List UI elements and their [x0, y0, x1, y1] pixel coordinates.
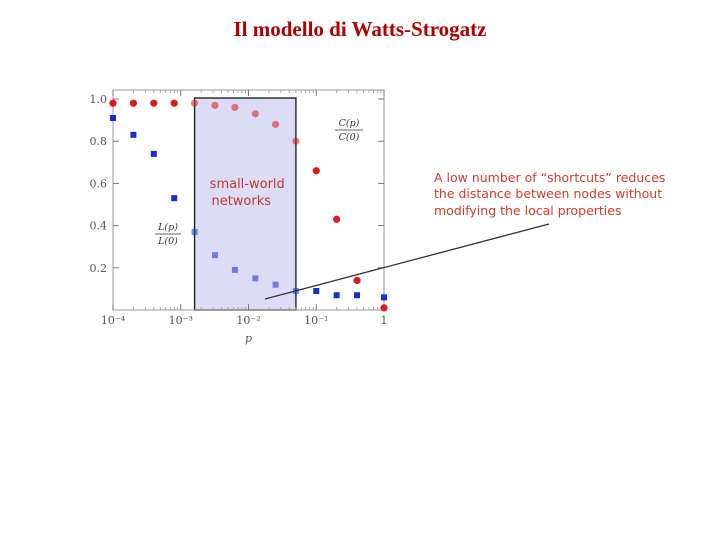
- l-label-numerator: L(p): [157, 222, 178, 233]
- l-ratio-point: [130, 131, 137, 138]
- c-ratio-point: [380, 304, 388, 312]
- y-tick-label: 0.8: [90, 135, 108, 148]
- c-ratio-point: [190, 99, 199, 107]
- c-ratio-point: [292, 137, 300, 145]
- l-ratio-point: [231, 266, 238, 273]
- y-tick-label: 0.4: [90, 220, 108, 233]
- annotation-line2: the distance between nodes without: [434, 186, 662, 201]
- c-ratio-point: [333, 215, 341, 223]
- c-ratio-point: [170, 99, 178, 107]
- c-ratio-point: [271, 120, 280, 128]
- c-series-label: C(p) C(0): [335, 118, 363, 143]
- c-ratio-point: [129, 99, 137, 107]
- c-ratio-point: [150, 99, 158, 107]
- y-tick-label: 0.2: [90, 262, 108, 275]
- l-ratio-point: [313, 288, 320, 295]
- x-tick-label: 10⁻²: [236, 314, 260, 327]
- l-ratio-point: [354, 292, 361, 299]
- x-tick-label: 10⁻⁴: [101, 314, 126, 327]
- l-ratio-point: [191, 228, 198, 235]
- l-ratio-point: [110, 114, 116, 121]
- x-tick-labels: 10⁻⁴ 10⁻³ 10⁻² 10⁻¹ 1: [101, 314, 388, 327]
- x-axis-label: p: [245, 332, 252, 345]
- x-tick-label: 10⁻¹: [304, 314, 328, 327]
- c-label-denominator: C(0): [339, 132, 360, 143]
- small-world-label-line2: networks: [211, 194, 271, 209]
- c-ratio-point: [231, 103, 239, 112]
- page-title: Il modello di Watts-Strogatz: [233, 17, 487, 41]
- c-ratio-point: [211, 101, 219, 109]
- y-tick-label: 1.0: [90, 93, 108, 106]
- c-ratio-point: [353, 276, 361, 285]
- y-tick-labels: 1.0 0.8 0.6 0.4 0.2: [90, 93, 108, 275]
- annotation-line1: A low number of “shortcuts” reduces: [434, 170, 665, 185]
- annotation-line3: modifying the local properties: [434, 203, 622, 218]
- x-tick-label: 1: [381, 314, 388, 327]
- x-tick-label: 10⁻³: [169, 314, 193, 327]
- annotation-pointer-line: [264, 223, 550, 300]
- l-label-denominator: L(0): [157, 236, 178, 247]
- l-ratio-point: [333, 292, 340, 299]
- l-ratio-point: [150, 150, 157, 157]
- c-ratio-point: [251, 110, 259, 118]
- l-series-label: L(p) L(0): [155, 222, 181, 247]
- c-label-numerator: C(p): [339, 118, 360, 129]
- c-ratio-point: [312, 167, 320, 175]
- small-world-label-line1: small-world: [210, 177, 285, 192]
- l-ratio-point: [252, 275, 259, 282]
- small-world-region: [193, 97, 297, 311]
- y-tick-label: 0.6: [90, 177, 108, 190]
- l-ratio-point: [211, 252, 218, 259]
- c-ratio-point: [109, 99, 117, 107]
- l-ratio-point: [381, 294, 387, 301]
- l-ratio-point: [171, 195, 178, 202]
- l-ratio-point: [272, 281, 279, 288]
- axis-ticks: [112, 90, 385, 310]
